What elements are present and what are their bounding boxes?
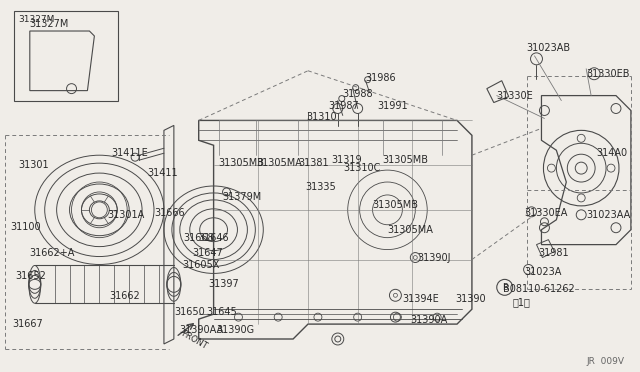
Text: 31379M: 31379M <box>223 192 262 202</box>
Text: 31330EB: 31330EB <box>586 69 630 79</box>
Text: 31330E: 31330E <box>497 91 534 100</box>
Text: 31645: 31645 <box>207 307 237 317</box>
Text: 31390AA: 31390AA <box>179 325 223 335</box>
Text: 31305MA: 31305MA <box>387 225 433 235</box>
Text: 31390J: 31390J <box>417 253 451 263</box>
Text: 31305MB: 31305MB <box>372 200 419 210</box>
Text: （1）: （1） <box>513 297 531 307</box>
Text: 31981: 31981 <box>538 248 569 257</box>
Text: 31411E: 31411E <box>111 148 148 158</box>
Text: 31662: 31662 <box>109 291 140 301</box>
Text: 31310: 31310 <box>306 112 337 122</box>
Text: 31327M: 31327M <box>18 15 54 24</box>
Text: 31023AB: 31023AB <box>527 43 571 53</box>
Text: 31319: 31319 <box>331 155 362 165</box>
Text: 31301A: 31301A <box>108 210 145 220</box>
Text: 31411: 31411 <box>147 168 178 178</box>
Text: 31988: 31988 <box>343 89 373 99</box>
Text: 31023A: 31023A <box>525 267 562 278</box>
Text: 31305MB: 31305MB <box>219 158 264 168</box>
Text: B: B <box>502 283 508 292</box>
Text: 31668: 31668 <box>184 233 214 243</box>
Text: 31335: 31335 <box>305 182 336 192</box>
Text: 31390A: 31390A <box>410 315 447 325</box>
Text: 31646: 31646 <box>198 233 229 243</box>
Text: 314A0: 314A0 <box>596 148 627 158</box>
Text: 31986: 31986 <box>365 73 396 83</box>
Text: FRONT: FRONT <box>179 329 209 351</box>
Text: 31605X: 31605X <box>183 260 220 270</box>
Text: 31023AA: 31023AA <box>586 210 630 220</box>
Bar <box>14 11 118 100</box>
Text: 31652: 31652 <box>15 272 46 282</box>
Text: 31330EA: 31330EA <box>525 208 568 218</box>
Text: 31666: 31666 <box>154 208 184 218</box>
Text: 31397: 31397 <box>209 279 239 289</box>
Text: 31305MB: 31305MB <box>383 155 429 165</box>
Text: 31991: 31991 <box>378 100 408 110</box>
Text: 31310C: 31310C <box>344 163 381 173</box>
Text: 31647: 31647 <box>193 248 223 257</box>
Text: 31327M: 31327M <box>30 19 69 29</box>
Text: 31667: 31667 <box>12 319 43 329</box>
Text: 31394E: 31394E <box>403 294 439 304</box>
Text: 31650: 31650 <box>174 307 205 317</box>
Text: B08110-61262: B08110-61262 <box>502 284 575 294</box>
Text: 31662+A: 31662+A <box>30 248 75 257</box>
Text: 31305MA: 31305MA <box>257 158 302 168</box>
Text: 31390G: 31390G <box>216 325 255 335</box>
Text: 31987: 31987 <box>328 100 358 110</box>
Text: JR  009V: JR 009V <box>586 357 624 366</box>
Text: 31100: 31100 <box>10 222 40 232</box>
Text: 31381: 31381 <box>298 158 329 168</box>
Text: 31390: 31390 <box>455 294 486 304</box>
Text: 31301: 31301 <box>18 160 49 170</box>
